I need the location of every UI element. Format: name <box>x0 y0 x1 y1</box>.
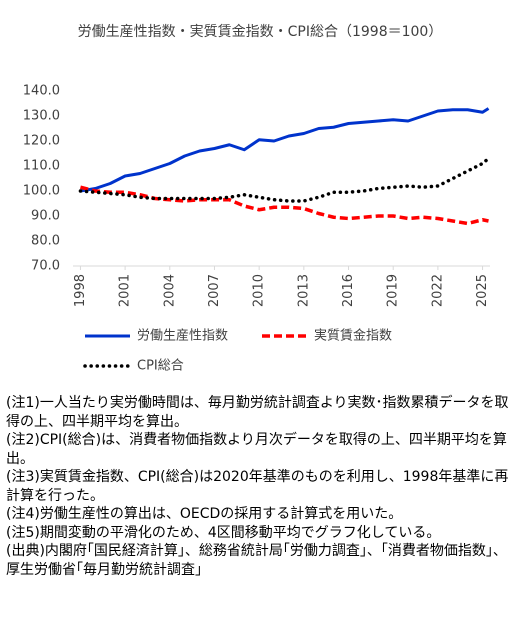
note: (注4)労働生産性の算出は、OECDの採用する計算式を用いた。 <box>6 506 403 522</box>
x-tick-label: 2025 <box>475 274 490 307</box>
x-tick-label: 2013 <box>296 274 311 307</box>
x-tick-label: 2016 <box>341 274 356 307</box>
x-tick-label: 2022 <box>430 274 445 307</box>
y-tick-label: 140.0 <box>23 84 60 99</box>
x-tick-label: 2001 <box>118 274 133 307</box>
chart: 70.0 80.0 90.0 100.0 110.0 120.0 130.0 140.0 199… <box>23 84 491 374</box>
x-tick-label: 1998 <box>73 274 88 307</box>
y-tick-label: 130.0 <box>23 109 60 124</box>
y-tick-label: 100.0 <box>23 184 60 199</box>
y-tick-label: 70.0 <box>31 259 60 274</box>
y-tick-label: 80.0 <box>31 234 60 249</box>
legend-label: 実質賃金指数 <box>314 328 392 344</box>
note: (注5)期間変動の平滑化のため、4区間移動平均でグラフ化している。 <box>6 524 441 541</box>
series-line <box>80 185 489 226</box>
x-tick-label: 2004 <box>162 274 177 307</box>
y-tick-label: 120.0 <box>23 134 60 149</box>
notes: (注1)一人当たり実労働時間は、毎月勤労統計調査より実数･指数累積データを取得の… <box>6 394 511 579</box>
chart-title: 労働生産性指数・実質賃金指数・CPI総合（1998＝100） <box>77 24 443 40</box>
x-tick-label: 2010 <box>252 274 267 307</box>
series-line <box>80 107 490 193</box>
x-tick-label: 2019 <box>386 274 401 307</box>
y-tick-label: 90.0 <box>31 209 60 224</box>
legend-label: 労働生産性指数 <box>137 328 228 344</box>
note: (注1)一人当たり実労働時間は、毎月勤労統計調査より実数･指数累積データを取得の… <box>6 395 509 430</box>
y-tick-label: 110.0 <box>23 159 60 174</box>
note: (注3)実質賃金指数、CPI(総合)は2020年基準のものを利用し、1998年基… <box>6 469 509 504</box>
legend-label: CPI総合 <box>137 359 184 374</box>
x-tick-label: 2007 <box>207 274 222 307</box>
note: (出典)内閣府｢国民経済計算｣、総務省統計局｢労働力調査｣、｢消費者物価指数｣、… <box>6 543 507 578</box>
note: (注2)CPI(総合)は、消費者物価指数より月次データを取得の上、四半期平均を算… <box>6 432 507 467</box>
